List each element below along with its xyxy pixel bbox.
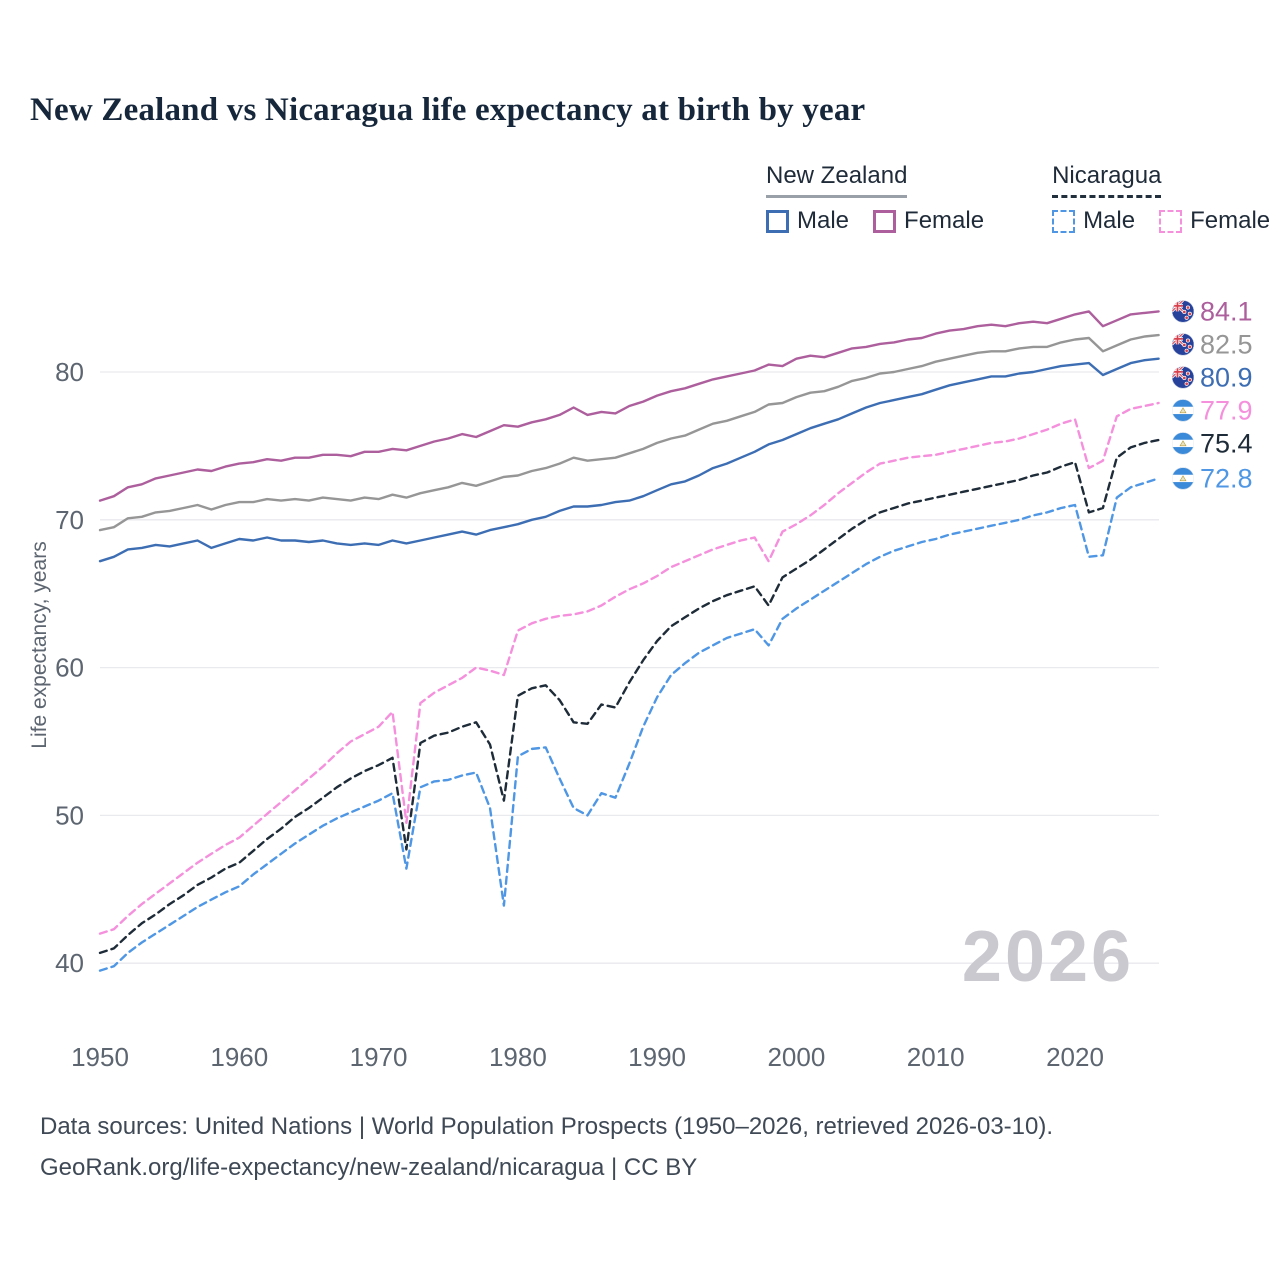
legend-swatch-nz-female xyxy=(873,209,897,233)
new-zealand-flag-icon xyxy=(1172,333,1194,356)
y-tick-label: 40 xyxy=(55,948,84,978)
chart-footer: Data sources: United Nations | World Pop… xyxy=(40,1106,1053,1188)
legend-label-nz-female: Female xyxy=(904,207,985,234)
footer-attribution-url: GeoRank.org/life-expectancy/new-zealand/… xyxy=(40,1154,698,1181)
legend-group-nicaragua: Nicaragua Male Female xyxy=(1052,162,1280,235)
legend-items-nicaragua: Male Female xyxy=(1052,207,1280,235)
end-value-nicaragua-male: 72.8 xyxy=(1200,463,1253,493)
legend-swatch-nicaragua-male xyxy=(1052,209,1076,233)
end-value-new-zealand-male: 80.9 xyxy=(1200,362,1253,392)
y-axis-title: Life expectancy, years xyxy=(28,541,51,748)
chart-title: New Zealand vs Nicaragua life expectancy… xyxy=(30,92,866,128)
series-line-nicaragua-male xyxy=(98,477,1160,972)
watermark-year: 2026 xyxy=(962,917,1134,997)
end-value-new-zealand-female: 84.1 xyxy=(1200,296,1253,326)
end-value-nicaragua-female: 77.9 xyxy=(1200,395,1253,425)
nicaragua-flag-icon xyxy=(1172,399,1194,422)
legend-label-nicaragua-female: Female xyxy=(1190,207,1271,234)
end-value-nicaragua-both-sexes: 75.4 xyxy=(1200,428,1253,458)
x-tick-label: 1960 xyxy=(210,1042,268,1072)
new-zealand-flag-icon xyxy=(1172,366,1194,389)
legend-group-new-zealand: New Zealand Male Female xyxy=(766,162,1000,235)
x-tick-label: 2020 xyxy=(1046,1042,1104,1072)
x-tick-label: 1990 xyxy=(628,1042,686,1072)
legend-swatch-nz-male xyxy=(766,209,789,233)
legend-header-new-zealand: New Zealand xyxy=(766,162,908,198)
legend-label-nicaragua-male: Male xyxy=(1083,207,1136,234)
x-tick-label: 2010 xyxy=(907,1042,965,1072)
legend-items-new-zealand: Male Female xyxy=(766,207,1000,235)
series-line-new-zealand-both-sexes xyxy=(98,333,1160,532)
nicaragua-flag-icon xyxy=(1172,432,1194,455)
series-line-new-zealand-male xyxy=(98,357,1160,563)
legend-header-nicaragua: Nicaragua xyxy=(1052,162,1162,198)
y-tick-label: 60 xyxy=(55,653,84,683)
new-zealand-flag-icon xyxy=(1172,300,1194,323)
legend-swatch-nicaragua-female xyxy=(1159,209,1183,233)
nicaragua-flag-icon xyxy=(1172,467,1194,490)
x-tick-label: 1980 xyxy=(489,1042,547,1072)
x-tick-label: 1970 xyxy=(350,1042,408,1072)
y-tick-label: 50 xyxy=(55,800,84,830)
x-tick-label: 2000 xyxy=(767,1042,825,1072)
footer-data-sources: Data sources: United Nations | World Pop… xyxy=(40,1113,1054,1140)
x-tick-label: 1950 xyxy=(71,1042,129,1072)
series-line-nicaragua-female xyxy=(98,401,1160,935)
legend: New Zealand Male Female Nicaragua Male F… xyxy=(766,162,1280,235)
y-tick-label: 70 xyxy=(55,505,84,535)
series-line-new-zealand-female xyxy=(98,310,1160,502)
legend-label-nz-male: Male xyxy=(797,207,850,234)
y-tick-label: 80 xyxy=(55,357,84,387)
series-line-nicaragua-both-sexes xyxy=(98,438,1160,955)
end-value-new-zealand-both-sexes: 82.5 xyxy=(1200,329,1253,359)
